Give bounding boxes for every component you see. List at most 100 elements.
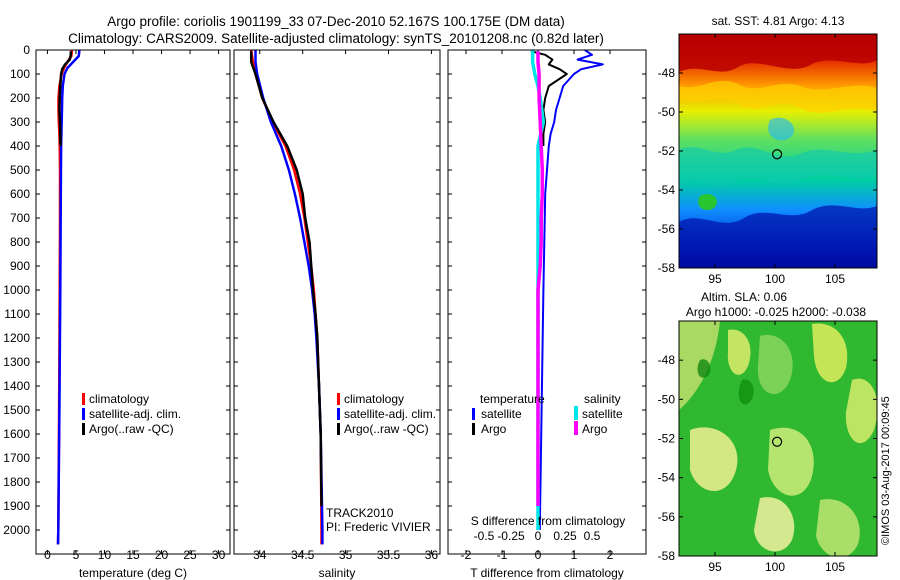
lon-tick-label: 105 (825, 272, 845, 286)
salinity-satellite-adj-clim-profile (254, 50, 324, 545)
legend-label-climatology: climatology (89, 392, 149, 406)
sla-map-panel: Altim. SLA: 0.06 Argo h1000: -0.025 h200… (658, 290, 878, 574)
legend-label-t-satellite: satellite (481, 407, 522, 421)
legend-label-argo: Argo(..raw -QC) (89, 422, 174, 436)
depth-tick-label: 0 (23, 43, 30, 57)
difference-y-ticks (448, 49, 646, 531)
temperature-panel: 0 5 10 15 20 25 30 temperature (deg C) climato… (35, 49, 231, 580)
legend-label-satellite-adj: satellite-adj. clim. (89, 407, 181, 421)
depth-axis: 0 100 200 300 400 500 600 700 800 900 1000 1100 1200… (3, 43, 230, 537)
depth-tick-label: 600 (10, 187, 30, 201)
difference-x-tick-label: -2 (461, 548, 472, 562)
depth-tick-label: 1300 (3, 355, 30, 369)
lon-tick-label: 95 (708, 272, 722, 286)
temperature-frame (35, 49, 231, 555)
depth-tick-label: 900 (10, 259, 30, 273)
depth-tick-label: 1700 (3, 451, 30, 465)
legend-swatch-s-argo (574, 421, 578, 435)
sst-map-panel: sat. SST: 4.81 Argo: 4.13 -48 -50 -52 -54 -5… (658, 14, 878, 286)
s-difference-ticks: -0.5 -0.25 0 0.25 0.5 (474, 529, 601, 543)
legend-label-satellite-adj: satellite-adj. clim. (344, 407, 436, 421)
salinity-panel: 34 34.5 35 35.5 36 salinity climatology sate… (233, 49, 441, 580)
figure-title-line2: Climatology: CARS2009. Satellite-adjuste… (68, 31, 604, 46)
imos-credit: ©IMOS 03-Aug-2017 00:09:45 (880, 396, 892, 545)
depth-tick-label: 1100 (4, 307, 30, 321)
lat-tick-label: -50 (658, 392, 676, 406)
temperature-x-tick-label: 25 (183, 548, 197, 562)
difference-x-tick-label: 0 (535, 548, 542, 562)
salinity-x-axis: 34 34.5 35 35.5 36 (253, 50, 438, 562)
depth-tick-label: 1200 (3, 331, 30, 345)
salinity-y-ticks (234, 49, 440, 531)
difference-legend: temperature salinity satellite Argo sate… (472, 392, 623, 436)
salinity-frame (233, 49, 441, 555)
s-difference-tick-label: 0 (535, 529, 542, 543)
pi-annotation: PI: Frederic VIVIER (326, 520, 431, 534)
legend-label-climatology: climatology (344, 392, 404, 406)
t-difference-label: T difference from climatology (470, 566, 624, 580)
difference-x-tick-label: -1 (497, 548, 508, 562)
depth-tick-label: 400 (10, 139, 30, 153)
lat-tick-label: -50 (658, 105, 676, 119)
s-difference-label: S difference from climatology (471, 514, 626, 528)
depth-tick-label: 1000 (3, 283, 30, 297)
lon-tick-label: 100 (765, 272, 785, 286)
legend-swatch-satellite-adj (82, 408, 85, 420)
sst-map-title: sat. SST: 4.81 Argo: 4.13 (712, 14, 845, 28)
s-difference-tick-label: -0.5 (474, 529, 495, 543)
temperature-x-tick-label: 15 (126, 548, 140, 562)
lon-tick-label: 100 (765, 560, 785, 574)
temperature-x-tick-label: 20 (155, 548, 169, 562)
sst-map-image (679, 34, 877, 268)
lat-tick-label: -56 (658, 510, 676, 524)
legend-swatch-t-argo (472, 423, 475, 435)
lat-tick-label: -54 (658, 183, 676, 197)
temperature-x-tick-label: 10 (98, 548, 112, 562)
s-difference-tick-label: -0.25 (497, 529, 525, 543)
lon-tick-label: 105 (825, 560, 845, 574)
lat-tick-label: -52 (658, 144, 676, 158)
figure-title-line1: Argo profile: coriolis 1901199_33 07-Dec… (107, 14, 565, 29)
legend-swatch-s-satellite (574, 406, 578, 420)
difference-frame (447, 49, 647, 555)
temperature-satellite-adj-clim-profile (56, 50, 81, 545)
argo-location-marker (771, 149, 783, 160)
salinity-x-tick-label: 34.5 (291, 548, 315, 562)
sla-map-image (679, 321, 877, 556)
depth-tick-label: 200 (10, 91, 30, 105)
legend-swatch-t-satellite (472, 408, 475, 420)
salinity-xlabel: salinity (319, 566, 356, 580)
lat-tick-label: -58 (658, 261, 676, 275)
temperature-xlabel: temperature (deg C) (79, 566, 187, 580)
depth-tick-label: 100 (10, 67, 30, 81)
lat-tick-label: -52 (658, 432, 676, 446)
temperature-x-tick-label: 0 (44, 548, 51, 562)
temperature-x-tick-label: 5 (73, 548, 80, 562)
salinity-x-tick-label: 36 (425, 548, 439, 562)
t-argo-difference (530, 50, 568, 146)
legend-heading-salinity: salinity (584, 392, 621, 406)
sst-map-lon-axis: 95 100 105 (708, 34, 845, 286)
lat-tick-label: -56 (658, 222, 676, 236)
lat-tick-label: -48 (658, 353, 676, 367)
depth-tick-label: 2000 (3, 523, 30, 537)
lat-tick-label: -48 (658, 66, 676, 80)
lat-tick-label: -54 (658, 471, 676, 485)
salinity-climatology-profile (249, 50, 323, 545)
salinity-legend: climatology satellite-adj. clim. Argo(..… (337, 392, 436, 436)
depth-tick-label: 500 (10, 163, 30, 177)
difference-x-tick-label: 2 (607, 548, 614, 562)
legend-heading-temperature: temperature (480, 392, 545, 406)
sla-map-lon-axis: 95 100 105 (708, 321, 845, 574)
depth-tick-label: 1600 (3, 427, 30, 441)
temperature-x-axis: 0 5 10 15 20 25 30 (44, 50, 226, 562)
sst-map-lat-axis: -48 -50 -52 -54 -56 -58 (658, 66, 877, 275)
temperature-argo-profile (58, 51, 73, 147)
temperature-legend: climatology satellite-adj. clim. Argo(..… (82, 392, 181, 436)
legend-swatch-satellite-adj (337, 408, 340, 420)
depth-tick-label: 1400 (3, 379, 30, 393)
difference-x-tick-label: 1 (571, 548, 578, 562)
salinity-argo-profile (249, 51, 323, 507)
difference-x-axis: -2 -1 0 1 2 (461, 50, 614, 562)
